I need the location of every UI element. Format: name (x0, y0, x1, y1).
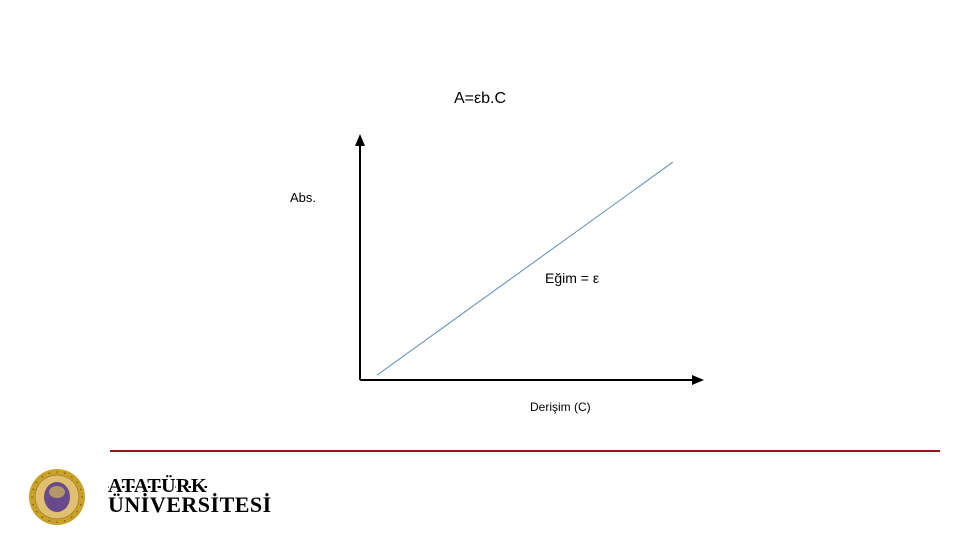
y-axis-label: Abs. (290, 190, 316, 205)
slope-label: Eğim = ε (545, 270, 599, 286)
university-seal-icon (28, 468, 86, 526)
university-logo-text: ATATÜRK ÜNİVERSİTESİ (108, 477, 272, 516)
chart-svg (350, 130, 710, 400)
equation-title: A=εb.C (0, 90, 960, 108)
university-name-bottom: ÜNİVERSİTESİ (108, 494, 272, 516)
x-axis-label: Derişim (C) (530, 400, 591, 414)
footer-divider (110, 450, 940, 452)
beer-lambert-chart (350, 130, 710, 400)
footer: ATATÜRK ÜNİVERSİTESİ (0, 450, 960, 540)
